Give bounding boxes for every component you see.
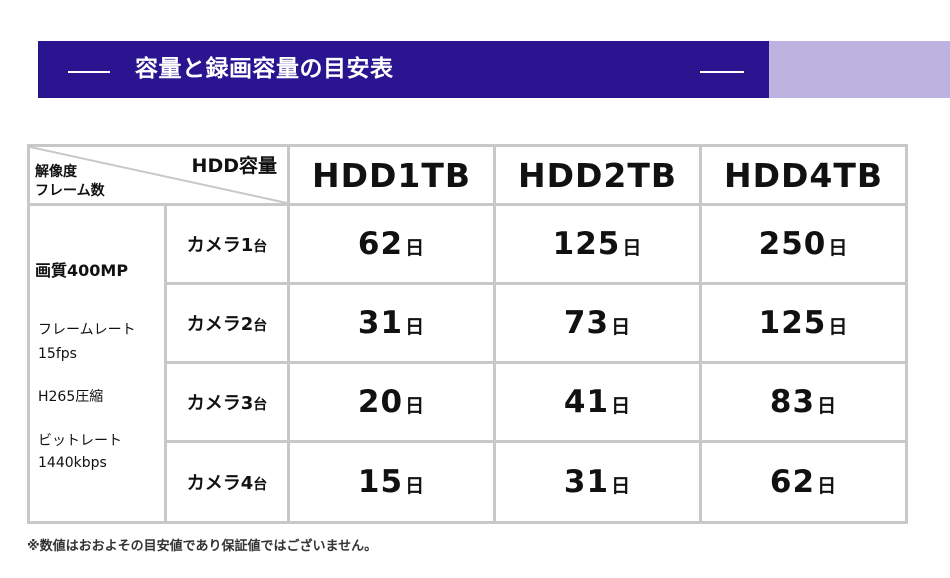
- banner-dash-right: [700, 71, 744, 73]
- value-cell: 15 日: [287, 440, 496, 524]
- days-value: 83: [769, 384, 816, 420]
- camera-count-cell: カメラ4台: [164, 440, 290, 524]
- frame-rate-label: フレームレート: [38, 322, 136, 338]
- capacity-table: HDD容量 解像度 フレーム数 HDD1TB HDD2TB HDD4TB 画質4…: [27, 144, 908, 524]
- value-cell: 31 日: [493, 440, 702, 524]
- value-cell: 125 日: [699, 282, 908, 364]
- camera-unit: 台: [253, 477, 268, 493]
- days-value: 15: [357, 464, 404, 500]
- value-cell: 41 日: [493, 361, 702, 443]
- days-value: 250: [758, 226, 827, 262]
- value-cell: 83 日: [699, 361, 908, 443]
- resolution-frame-label: 解像度 フレーム数: [35, 163, 105, 201]
- corner-frames: フレーム数: [35, 183, 105, 199]
- camera-unit: 台: [253, 239, 268, 255]
- diagonal-divider: [30, 147, 287, 203]
- camera-count-label: カメラ1: [186, 235, 254, 256]
- days-unit: 日: [405, 316, 426, 338]
- codec-label: H265圧縮: [38, 389, 104, 405]
- days-unit: 日: [622, 237, 643, 259]
- table-row: カメラ4台 15 日 31 日 62 日: [29, 440, 908, 524]
- table-row: 画質400MP フレームレート 15fps H265圧縮 ビットレート 1440…: [27, 203, 908, 524]
- days-value: 125: [552, 226, 621, 262]
- frame-rate-value: 15fps: [38, 346, 77, 362]
- value-cell: 62 日: [287, 203, 496, 285]
- camera-unit: 台: [253, 318, 268, 334]
- days-value: 62: [357, 226, 404, 262]
- camera-unit: 台: [253, 397, 268, 413]
- camera-count-label: カメラ2: [186, 314, 254, 335]
- days-unit: 日: [817, 395, 838, 417]
- header-hdd-1tb: HDD1TB: [287, 144, 496, 206]
- camera-count-cell: カメラ1台: [164, 203, 290, 285]
- table-row: カメラ2台 31 日 73 日 125 日: [29, 282, 908, 364]
- resolution-label: 画質400MP: [35, 261, 129, 280]
- footnote: ※数値はおおよその目安値であり保証値ではございません。: [27, 539, 378, 554]
- days-unit: 日: [611, 475, 632, 497]
- days-value: 31: [563, 464, 610, 500]
- corner-resolution: 解像度: [35, 164, 77, 180]
- value-cell: 62 日: [699, 440, 908, 524]
- value-cell: 250 日: [699, 203, 908, 285]
- days-unit: 日: [611, 316, 632, 338]
- days-value: 20: [357, 384, 404, 420]
- value-cell: 73 日: [493, 282, 702, 364]
- spec-cell: 画質400MP フレームレート 15fps H265圧縮 ビットレート 1440…: [27, 203, 167, 524]
- days-value: 125: [758, 305, 827, 341]
- camera-count-label: カメラ4: [186, 473, 254, 494]
- bitrate-label: ビットレート: [38, 433, 122, 449]
- days-value: 41: [563, 384, 610, 420]
- days-unit: 日: [611, 395, 632, 417]
- days-value: 73: [563, 305, 610, 341]
- camera-count-label: カメラ3: [186, 393, 254, 414]
- banner-accent: [769, 41, 950, 98]
- camera-count-cell: カメラ2台: [164, 282, 290, 364]
- camera-count-cell: カメラ3台: [164, 361, 290, 443]
- value-cell: 125 日: [493, 203, 702, 285]
- title-banner: [38, 41, 769, 98]
- bitrate-value: 1440kbps: [38, 455, 107, 471]
- days-unit: 日: [828, 316, 849, 338]
- days-unit: 日: [405, 395, 426, 417]
- banner-dash-left: [68, 71, 110, 73]
- header-hdd-2tb: HDD2TB: [493, 144, 702, 206]
- days-unit: 日: [817, 475, 838, 497]
- days-value: 31: [357, 305, 404, 341]
- value-cell: 31 日: [287, 282, 496, 364]
- value-cell: 20 日: [287, 361, 496, 443]
- header-hdd-4tb: HDD4TB: [699, 144, 908, 206]
- page-title: 容量と録画容量の目安表: [135, 56, 394, 82]
- corner-header-cell: HDD容量 解像度 フレーム数: [27, 144, 290, 206]
- days-unit: 日: [405, 475, 426, 497]
- days-value: 62: [769, 464, 816, 500]
- days-unit: 日: [405, 237, 426, 259]
- header-row: HDD容量 解像度 フレーム数 HDD1TB HDD2TB HDD4TB: [27, 144, 908, 206]
- days-unit: 日: [828, 237, 849, 259]
- table-row: カメラ3台 20 日 41 日 83 日: [29, 361, 908, 443]
- hdd-capacity-label: HDD容量: [191, 155, 277, 177]
